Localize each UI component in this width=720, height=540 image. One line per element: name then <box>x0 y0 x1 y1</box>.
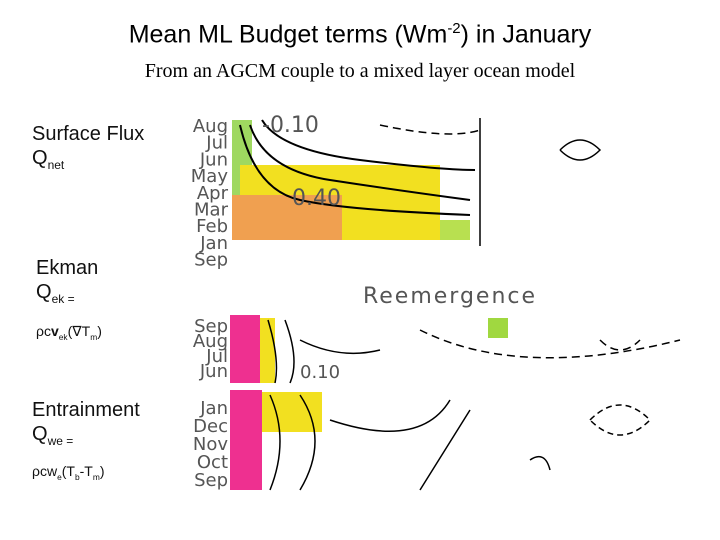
panel-2 <box>230 315 681 384</box>
formula: b <box>74 471 80 482</box>
month-label: Jul <box>205 133 228 154</box>
label-name: Surface Flux <box>32 123 145 145</box>
month-label: Jun <box>199 149 228 170</box>
title-text: Mean ML Budget terms (Wm <box>128 20 448 49</box>
label-symbol: Q <box>36 281 52 303</box>
label-symbol: Q <box>32 423 48 445</box>
formula: ) <box>97 323 102 339</box>
month-label: Dec <box>193 416 228 437</box>
formula: -T <box>79 463 93 479</box>
formula: (∇T <box>67 323 91 339</box>
panel-title: Reemergence <box>363 284 537 309</box>
ekman-label: Ekman Qek = ρcvek(∇Tm) <box>36 256 102 349</box>
contour-label: 0.40 <box>292 186 341 211</box>
month-label: Aug <box>193 116 228 137</box>
label-name: Entrainment <box>32 399 140 421</box>
month-label: Jan <box>199 398 228 419</box>
label-name: Ekman <box>36 257 99 279</box>
month-label: Mar <box>194 200 229 221</box>
surface-label: Surface Flux Qnet <box>32 122 144 177</box>
formula: v <box>50 323 59 339</box>
label-symbol: Q <box>32 147 48 169</box>
label-sub: we = <box>47 434 74 448</box>
contour-label: -0.10 <box>262 113 319 138</box>
panel-1 <box>230 118 602 246</box>
month-label: Aug <box>193 331 228 352</box>
entrainment-label: Entrainment Qwe = ρcwe(Tb-Tm) <box>32 398 140 489</box>
title-text: ) in January <box>460 20 592 49</box>
month-label: Jun <box>199 361 228 382</box>
month-label: Oct <box>197 452 228 473</box>
month-label: Feb <box>196 216 228 237</box>
subtitle: From an AGCM couple to a mixed layer oce… <box>144 60 576 82</box>
formula: ρc <box>36 323 51 339</box>
month-label: Apr <box>197 183 229 204</box>
month-label: Jul <box>205 346 228 367</box>
label-sub: ek = <box>51 292 75 306</box>
title-sup: -2 <box>447 20 461 37</box>
month-label: Sep <box>194 316 228 337</box>
month-label: Sep <box>194 250 228 271</box>
formula: ek <box>58 331 68 342</box>
month-label: Sep <box>194 470 228 491</box>
formula: (T <box>61 463 75 479</box>
month-label: May <box>191 166 229 187</box>
panel-3 <box>230 390 652 491</box>
formula: ) <box>99 463 105 479</box>
formula: ρcw <box>32 463 58 479</box>
contour-label: 0.10 <box>300 362 340 383</box>
formula: m <box>92 471 100 482</box>
formula: m <box>90 331 98 342</box>
label-sub: net <box>47 158 65 172</box>
month-label: Jan <box>199 233 228 254</box>
month-label: Nov <box>193 434 228 455</box>
formula: e <box>57 471 62 482</box>
title: Mean ML Budget terms (Wm-2) in January <box>0 20 720 49</box>
